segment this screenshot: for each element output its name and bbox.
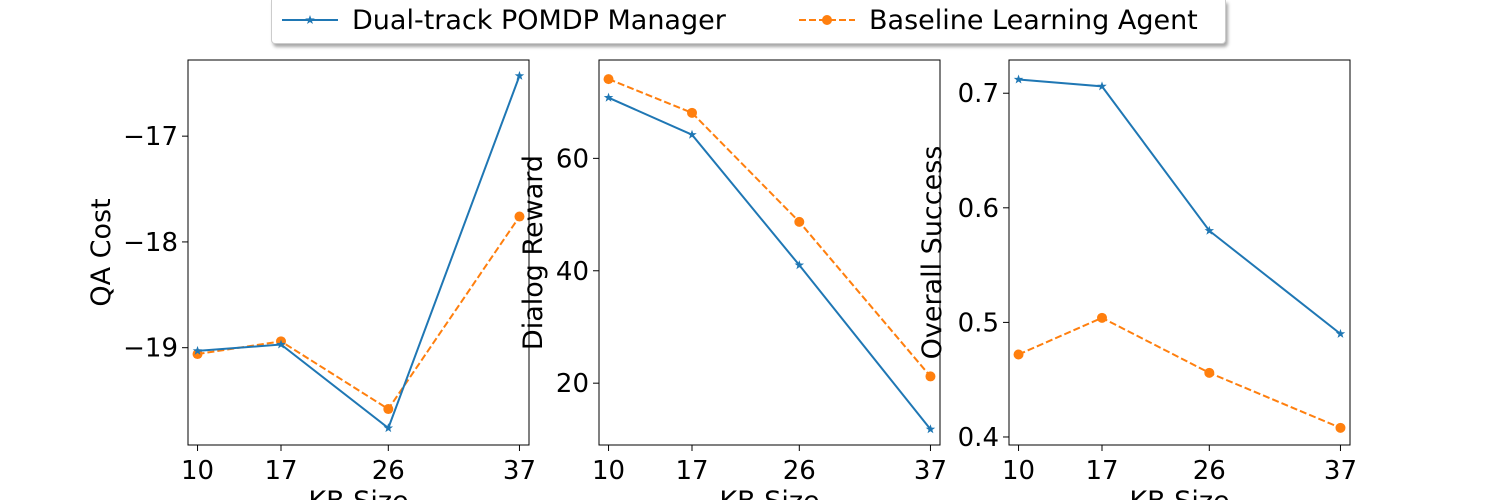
y-axis-label: Dialog Reward bbox=[518, 155, 549, 350]
x-tick-label: 37 bbox=[1324, 456, 1357, 486]
data-point-dual-track bbox=[1097, 81, 1107, 91]
x-tick-label: 10 bbox=[1002, 456, 1035, 486]
x-tick-label: 10 bbox=[181, 456, 214, 486]
data-point-dual-track bbox=[925, 424, 936, 434]
chart-panel-3: 10 17 26 37 0.4 0.5 0.6 0.7 KB Size Overall Succe… bbox=[917, 59, 1357, 500]
data-point-dual-track bbox=[603, 92, 614, 102]
legend-circle-marker bbox=[822, 15, 832, 25]
data-point-dual-track bbox=[1013, 74, 1024, 84]
legend-swatch-series-a bbox=[282, 15, 338, 25]
x-tick-label: 10 bbox=[592, 456, 625, 486]
y-tick-label: 60 bbox=[556, 144, 589, 174]
series-line-baseline bbox=[197, 215, 521, 411]
data-point-baseline bbox=[925, 371, 936, 382]
x-tick-label: 26 bbox=[783, 456, 816, 486]
y-tick-label: 0.5 bbox=[958, 308, 999, 338]
data-point-dual-track bbox=[383, 423, 394, 433]
y-tick-label: 20 bbox=[556, 369, 589, 399]
y-tick-label: −18 bbox=[123, 228, 178, 258]
series-line-dual-track bbox=[1018, 78, 1342, 335]
data-point-baseline bbox=[1335, 422, 1346, 433]
y-tick-label: −17 bbox=[123, 122, 178, 152]
chart-panel-1: 10 17 26 37 −19 −18 −17 KB Size QA Cost bbox=[86, 59, 536, 500]
y-tick-label: 0.7 bbox=[958, 79, 999, 109]
data-point-dual-track bbox=[1204, 225, 1215, 235]
x-axis-label: KB Size bbox=[1129, 486, 1229, 500]
data-point-dual-track bbox=[276, 339, 286, 349]
x-tick-label: 26 bbox=[372, 456, 405, 486]
axes-frame bbox=[1008, 59, 1351, 446]
x-tick-label: 37 bbox=[503, 456, 536, 486]
x-tick-label: 17 bbox=[675, 456, 708, 486]
series-line-baseline bbox=[608, 78, 932, 378]
series-line-dual-track bbox=[197, 75, 521, 430]
series-line-baseline bbox=[1018, 316, 1341, 429]
axes-frame bbox=[598, 59, 941, 446]
data-point-baseline bbox=[1013, 349, 1024, 360]
y-tick-label: 40 bbox=[556, 257, 589, 287]
legend-label-series-b: Baseline Learning Agent bbox=[869, 4, 1198, 36]
data-point-baseline bbox=[514, 211, 525, 222]
legend-entry-series-a: Dual-track POMDP Manager bbox=[282, 0, 726, 40]
y-tick-label: −19 bbox=[123, 334, 178, 364]
y-axis-label: Overall Success bbox=[917, 146, 948, 360]
data-point-dual-track bbox=[192, 345, 203, 355]
series-line-dual-track bbox=[608, 96, 932, 430]
legend: Dual-track POMDP Manager Baseline Learni… bbox=[271, 0, 1226, 44]
data-point-baseline bbox=[1204, 367, 1215, 378]
data-point-dual-track bbox=[514, 70, 525, 80]
axes-frame bbox=[187, 59, 530, 446]
y-tick-label: 0.4 bbox=[958, 423, 999, 453]
legend-swatch-series-b bbox=[799, 15, 855, 25]
x-axis-label: KB Size bbox=[308, 486, 408, 500]
data-point-baseline bbox=[383, 404, 394, 415]
x-axis-label: KB Size bbox=[719, 486, 819, 500]
y-axis-label: QA Cost bbox=[86, 198, 117, 306]
legend-label-series-a: Dual-track POMDP Manager bbox=[352, 4, 726, 36]
data-point-dual-track bbox=[794, 260, 805, 270]
x-tick-label: 17 bbox=[1085, 456, 1118, 486]
x-tick-label: 37 bbox=[914, 456, 947, 486]
x-tick-label: 17 bbox=[264, 456, 297, 486]
data-point-baseline bbox=[1097, 312, 1107, 323]
data-point-baseline bbox=[687, 107, 697, 118]
data-point-dual-track bbox=[1335, 328, 1346, 338]
data-point-dual-track bbox=[687, 129, 697, 139]
chart-panel-2: 10 17 26 37 20 40 60 KB Size Dialog Reward bbox=[518, 59, 947, 500]
legend-entry-series-b: Baseline Learning Agent bbox=[799, 0, 1198, 40]
x-tick-label: 26 bbox=[1193, 456, 1226, 486]
data-point-baseline bbox=[603, 74, 614, 85]
data-point-baseline bbox=[794, 216, 805, 227]
y-tick-label: 0.6 bbox=[958, 194, 999, 224]
legend-star-marker bbox=[305, 15, 315, 25]
